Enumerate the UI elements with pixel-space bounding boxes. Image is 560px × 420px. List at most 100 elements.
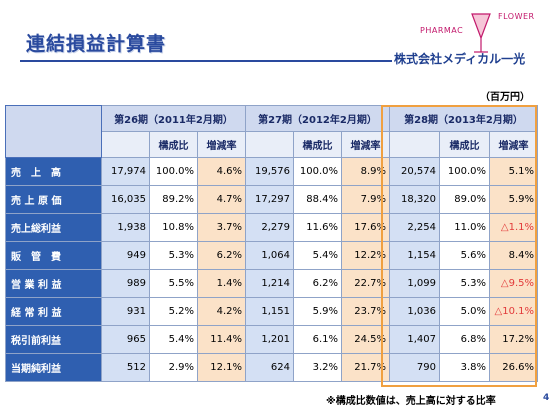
unit-label: （百万円）	[480, 92, 530, 103]
change-cell: 22.7%	[341, 269, 390, 298]
change-cell: 1.4%	[197, 269, 246, 298]
amount-cell: 2,279	[245, 213, 294, 242]
period-27-header: 第27期（2012年2月期）	[245, 105, 390, 132]
amount-cell: 17,974	[101, 157, 150, 186]
change-cell: 8.4%	[489, 241, 538, 270]
amount-cell: 1,407	[389, 325, 440, 354]
change-cell: 5.9%	[489, 185, 538, 214]
ratio-header-28: 構成比	[439, 131, 490, 158]
amount-header-28	[389, 131, 440, 158]
amount-cell: 16,035	[101, 185, 150, 214]
amount-cell: 965	[101, 325, 150, 354]
amount-cell: 2,254	[389, 213, 440, 242]
change-cell: 11.4%	[197, 325, 246, 354]
ratio-cell: 5.0%	[439, 297, 490, 326]
change-cell: △10.1%	[489, 297, 538, 326]
change-cell: 23.7%	[341, 297, 390, 326]
amount-cell: 20,574	[389, 157, 440, 186]
table-row: 営 業 利 益 989 5.5% 1.4% 1,214 6.2% 22.7% 1,099 5.3…	[5, 269, 538, 298]
amount-cell: 17,297	[245, 185, 294, 214]
amount-cell: 1,154	[389, 241, 440, 270]
amount-cell: 1,938	[101, 213, 150, 242]
company-logo	[471, 13, 491, 53]
amount-cell: 1,099	[389, 269, 440, 298]
amount-cell: 989	[101, 269, 150, 298]
row-label: 売上総利益	[5, 213, 102, 242]
ratio-cell: 100.0%	[439, 157, 490, 186]
row-label: 経 常 利 益	[5, 297, 102, 326]
change-header-28: 増減率	[489, 131, 538, 158]
change-cell: △9.5%	[489, 269, 538, 298]
change-cell: 5.1%	[489, 157, 538, 186]
table-row: 販 管 費 949 5.3% 6.2% 1,064 5.4% 12.2% 1,154 5.6% 8…	[5, 241, 538, 270]
ratio-cell: 5.3%	[149, 241, 198, 270]
footnote: ※構成比数値は、売上高に対する比率	[326, 396, 496, 407]
change-cell: △1.1%	[489, 213, 538, 242]
row-label: 当期純利益	[5, 353, 102, 382]
logo-flower-icon	[471, 13, 491, 40]
title-block: 連結損益計算書	[26, 32, 166, 56]
amount-cell: 18,320	[389, 185, 440, 214]
change-cell: 4.6%	[197, 157, 246, 186]
ratio-cell: 3.2%	[293, 353, 342, 382]
amount-cell: 931	[101, 297, 150, 326]
table-row: 税引前利益 965 5.4% 11.4% 1,201 6.1% 24.5% 1,407 6.8%…	[5, 325, 538, 354]
ratio-cell: 100.0%	[293, 157, 342, 186]
page-title: 連結損益計算書	[26, 33, 167, 55]
ratio-cell: 5.2%	[149, 297, 198, 326]
ratio-header-26: 構成比	[149, 131, 198, 158]
income-statement-table: 第26期（2011年2月期） 第27期（2012年2月期） 第28期（2013年…	[5, 105, 538, 382]
change-cell: 4.2%	[197, 297, 246, 326]
amount-cell: 1,214	[245, 269, 294, 298]
change-cell: 12.2%	[341, 241, 390, 270]
change-cell: 4.7%	[197, 185, 246, 214]
logo-flower-text: FLOWER	[498, 12, 535, 21]
company-name: 株式会社メディカル一光	[394, 52, 526, 66]
ratio-cell: 2.9%	[149, 353, 198, 382]
ratio-cell: 11.0%	[439, 213, 490, 242]
ratio-cell: 6.8%	[439, 325, 490, 354]
ratio-cell: 100.0%	[149, 157, 198, 186]
ratio-cell: 5.3%	[439, 269, 490, 298]
period-26-header: 第26期（2011年2月期）	[101, 105, 246, 132]
row-label: 販 管 費	[5, 241, 102, 270]
ratio-cell: 5.4%	[149, 325, 198, 354]
change-cell: 8.9%	[341, 157, 390, 186]
logo-pharmac-text: PHARMAC	[420, 26, 464, 35]
header-row-periods: 第26期（2011年2月期） 第27期（2012年2月期） 第28期（2013年…	[5, 105, 538, 158]
ratio-header-27: 構成比	[293, 131, 342, 158]
ratio-cell: 11.6%	[293, 213, 342, 242]
ratio-cell: 89.0%	[439, 185, 490, 214]
change-cell: 24.5%	[341, 325, 390, 354]
change-cell: 7.9%	[341, 185, 390, 214]
change-header-26: 増減率	[197, 131, 246, 158]
row-label: 売 上 高	[5, 157, 102, 186]
table-row: 経 常 利 益 931 5.2% 4.2% 1,151 5.9% 23.7% 1,036 5.0…	[5, 297, 538, 326]
ratio-cell: 5.9%	[293, 297, 342, 326]
amount-cell: 19,576	[245, 157, 294, 186]
change-cell: 3.7%	[197, 213, 246, 242]
table-row: 当期純利益 512 2.9% 12.1% 624 3.2% 21.7% 790 3.8% 26.6…	[5, 353, 538, 382]
period-28-header: 第28期（2013年2月期）	[389, 105, 538, 132]
amount-cell: 512	[101, 353, 150, 382]
row-label: 売 上 原 価	[5, 185, 102, 214]
row-label: 営 業 利 益	[5, 269, 102, 298]
title-underline	[20, 60, 392, 62]
amount-cell: 1,201	[245, 325, 294, 354]
amount-cell: 790	[389, 353, 440, 382]
ratio-cell: 5.5%	[149, 269, 198, 298]
amount-header-27	[245, 131, 294, 158]
ratio-cell: 88.4%	[293, 185, 342, 214]
change-cell: 6.2%	[197, 241, 246, 270]
amount-cell: 1,151	[245, 297, 294, 326]
ratio-cell: 3.8%	[439, 353, 490, 382]
change-cell: 17.6%	[341, 213, 390, 242]
amount-cell: 624	[245, 353, 294, 382]
table-row: 売上総利益 1,938 10.8% 3.7% 2,279 11.6% 17.6% 2,254 1…	[5, 213, 538, 242]
ratio-cell: 5.6%	[439, 241, 490, 270]
amount-header-26	[101, 131, 150, 158]
amount-cell: 1,036	[389, 297, 440, 326]
ratio-cell: 10.8%	[149, 213, 198, 242]
ratio-cell: 6.1%	[293, 325, 342, 354]
ratio-cell: 89.2%	[149, 185, 198, 214]
